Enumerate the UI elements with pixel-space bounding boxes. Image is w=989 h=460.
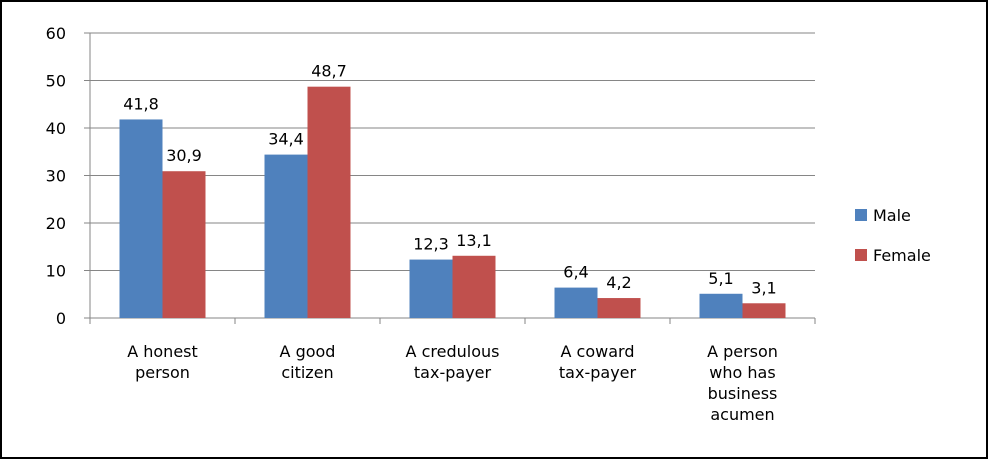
y-tick-label: 30 [46,167,66,186]
bar [554,287,598,318]
bar [307,86,351,318]
value-label: 48,7 [311,62,347,81]
x-tick-label: A coward tax-payer [559,342,637,382]
y-tick-label: 50 [46,72,66,91]
value-label: 6,4 [563,263,588,282]
value-label: 34,4 [268,130,304,149]
bar [452,255,496,318]
bar [597,298,641,318]
value-label: 30,9 [166,146,202,165]
bar [699,293,743,318]
value-label: 13,1 [456,231,492,250]
bar [264,154,308,318]
legend-swatch [855,249,867,261]
bar [409,259,453,318]
legend-label: Female [873,246,931,265]
bar [119,119,163,318]
y-tick-label: 0 [56,309,66,328]
value-label: 4,2 [606,273,631,292]
y-tick-label: 60 [46,24,66,43]
x-tick-label: A person who has business acumen [707,342,778,424]
value-label: 3,1 [751,278,776,297]
bar [742,303,786,318]
y-tick-label: 40 [46,119,66,138]
x-tick-label: A credulous tax-payer [406,342,500,382]
legend-label: Male [873,206,911,225]
legend-swatch [855,209,867,221]
value-label: 5,1 [708,269,733,288]
bar [162,171,206,318]
value-label: 41,8 [123,94,159,113]
x-tick-label: A good citizen [280,342,336,382]
value-label: 12,3 [413,235,449,254]
y-tick-label: 20 [46,214,66,233]
x-tick-label: A honest person [127,342,198,382]
y-tick-label: 10 [46,262,66,281]
